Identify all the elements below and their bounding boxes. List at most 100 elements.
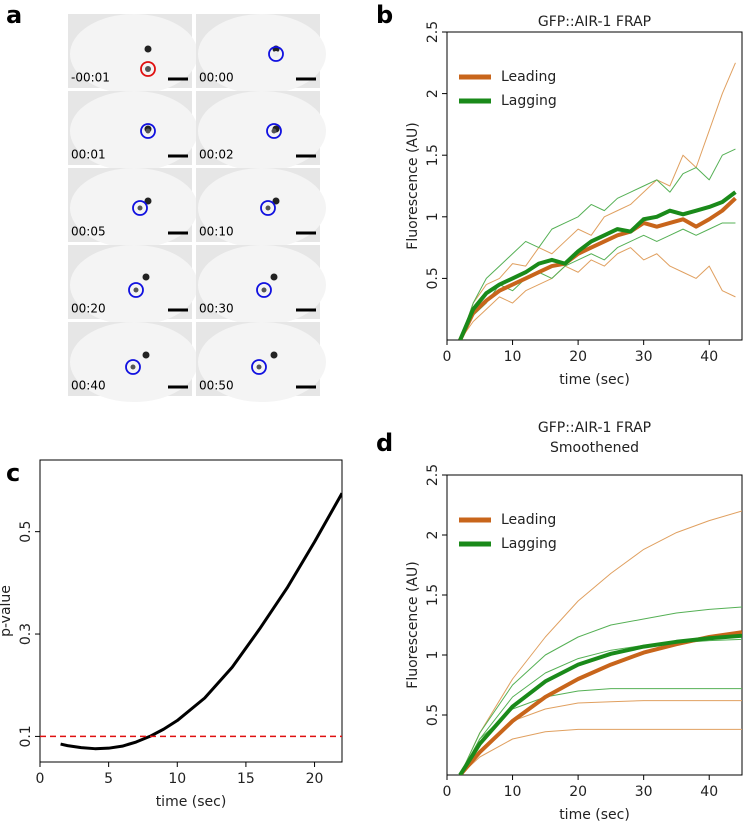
y-tick-label: 2.5 — [425, 21, 441, 43]
centrosome — [144, 45, 152, 53]
centrosome — [272, 197, 280, 205]
chart-title: GFP::AIR-1 FRAP — [538, 14, 651, 30]
x-tick-label: 0 — [443, 349, 452, 365]
y-tick-label: 2.5 — [425, 464, 441, 486]
frap-circle — [140, 123, 156, 139]
plot-box — [446, 474, 743, 776]
y-tick-label: 1 — [425, 651, 441, 660]
x-tick-label: 10 — [504, 784, 522, 800]
y-tick-label: 0.5 — [18, 521, 34, 543]
plot-box — [446, 31, 743, 341]
y-tick-label: 1.5 — [425, 584, 441, 606]
frap-circle — [128, 282, 144, 298]
frap-circle — [266, 123, 282, 139]
legend-label: Lagging — [501, 536, 557, 552]
timestamp: 00:50 — [199, 379, 234, 393]
y-tick-label: 1.5 — [425, 144, 441, 166]
embryo — [70, 168, 198, 248]
centrosome — [145, 128, 151, 134]
trace-line — [459, 728, 742, 775]
legend-label: Leading — [501, 512, 556, 528]
x-tick-label: 0 — [36, 771, 45, 787]
embryo — [70, 91, 198, 171]
frap-circle — [260, 200, 276, 216]
chart-subtitle: Smoothened — [550, 440, 639, 456]
x-tick-label: 20 — [306, 771, 324, 787]
y-tick-label: 2 — [425, 531, 441, 540]
embryo — [198, 91, 326, 171]
y-tick-label: 0.1 — [18, 725, 34, 747]
embryo — [70, 245, 198, 325]
x-tick-label: 15 — [237, 771, 255, 787]
embryo — [70, 14, 198, 94]
centrosome — [133, 287, 139, 293]
plot-box — [39, 459, 343, 763]
series-line — [458, 196, 737, 340]
x-tick-label: 30 — [635, 784, 653, 800]
x-tick-label: 40 — [700, 349, 718, 365]
trace-line — [459, 247, 736, 340]
x-tick-label: 20 — [569, 349, 587, 365]
panel-label: d — [376, 429, 393, 457]
x-axis-title: time (sec) — [559, 372, 630, 388]
x-tick-label: 20 — [569, 784, 587, 800]
chart-title: GFP::AIR-1 FRAP — [538, 420, 651, 436]
frap-circle — [256, 282, 272, 298]
centrosome — [130, 364, 136, 370]
frap-circle — [268, 46, 284, 62]
y-tick-label: 0.3 — [18, 623, 34, 645]
series-line — [458, 190, 737, 340]
frap-circle — [125, 359, 141, 375]
x-tick-label: 5 — [104, 771, 113, 787]
trace-line — [459, 700, 742, 775]
y-tick-label: 2 — [425, 89, 441, 98]
embryo — [198, 14, 326, 94]
panel-label: b — [376, 1, 393, 29]
trace-line — [459, 606, 742, 775]
frap-circle — [132, 200, 148, 216]
trace-line — [459, 148, 736, 340]
embryo — [198, 245, 326, 325]
timestamp: 00:20 — [71, 302, 106, 316]
x-tick-label: 40 — [700, 784, 718, 800]
x-tick-label: 0 — [443, 784, 452, 800]
centrosome — [144, 197, 152, 205]
x-axis-title: time (sec) — [559, 807, 630, 823]
centrosome — [270, 273, 278, 281]
centrosome — [142, 273, 150, 281]
x-tick-label: 10 — [504, 349, 522, 365]
y-tick-label: 0.5 — [425, 704, 441, 726]
centrosome — [265, 205, 271, 211]
trace-line — [459, 62, 736, 340]
centrosome — [145, 66, 151, 72]
timestamp: 00:40 — [71, 379, 106, 393]
embryo — [70, 322, 198, 402]
series-line — [458, 633, 742, 775]
timestamp: 00:02 — [199, 148, 234, 162]
timestamp: 00:00 — [199, 71, 234, 85]
x-axis-title: time (sec) — [156, 794, 227, 810]
legend-label: Lagging — [501, 93, 557, 109]
frap-circle — [140, 61, 156, 77]
series-line — [458, 630, 742, 775]
trace-line — [459, 638, 742, 775]
legend-label: Leading — [501, 69, 556, 85]
timestamp: 00:01 — [71, 148, 106, 162]
timestamp: 00:30 — [199, 302, 234, 316]
centrosome — [256, 364, 262, 370]
x-tick-label: 30 — [635, 349, 653, 365]
y-axis-title: p-value — [0, 585, 14, 637]
centrosome — [261, 287, 267, 293]
timestamp: 00:10 — [199, 225, 234, 239]
timestamp: -00:01 — [71, 71, 110, 85]
y-tick-label: 0.5 — [425, 267, 441, 289]
embryo — [198, 322, 326, 402]
timestamp: 00:05 — [71, 225, 106, 239]
panel-label: c — [6, 459, 20, 487]
centrosome — [271, 128, 277, 134]
centrosome — [137, 205, 143, 211]
y-tick-label: 1 — [425, 212, 441, 221]
x-tick-label: 10 — [168, 771, 186, 787]
y-axis-title: Fluorescence (AU) — [405, 122, 421, 249]
